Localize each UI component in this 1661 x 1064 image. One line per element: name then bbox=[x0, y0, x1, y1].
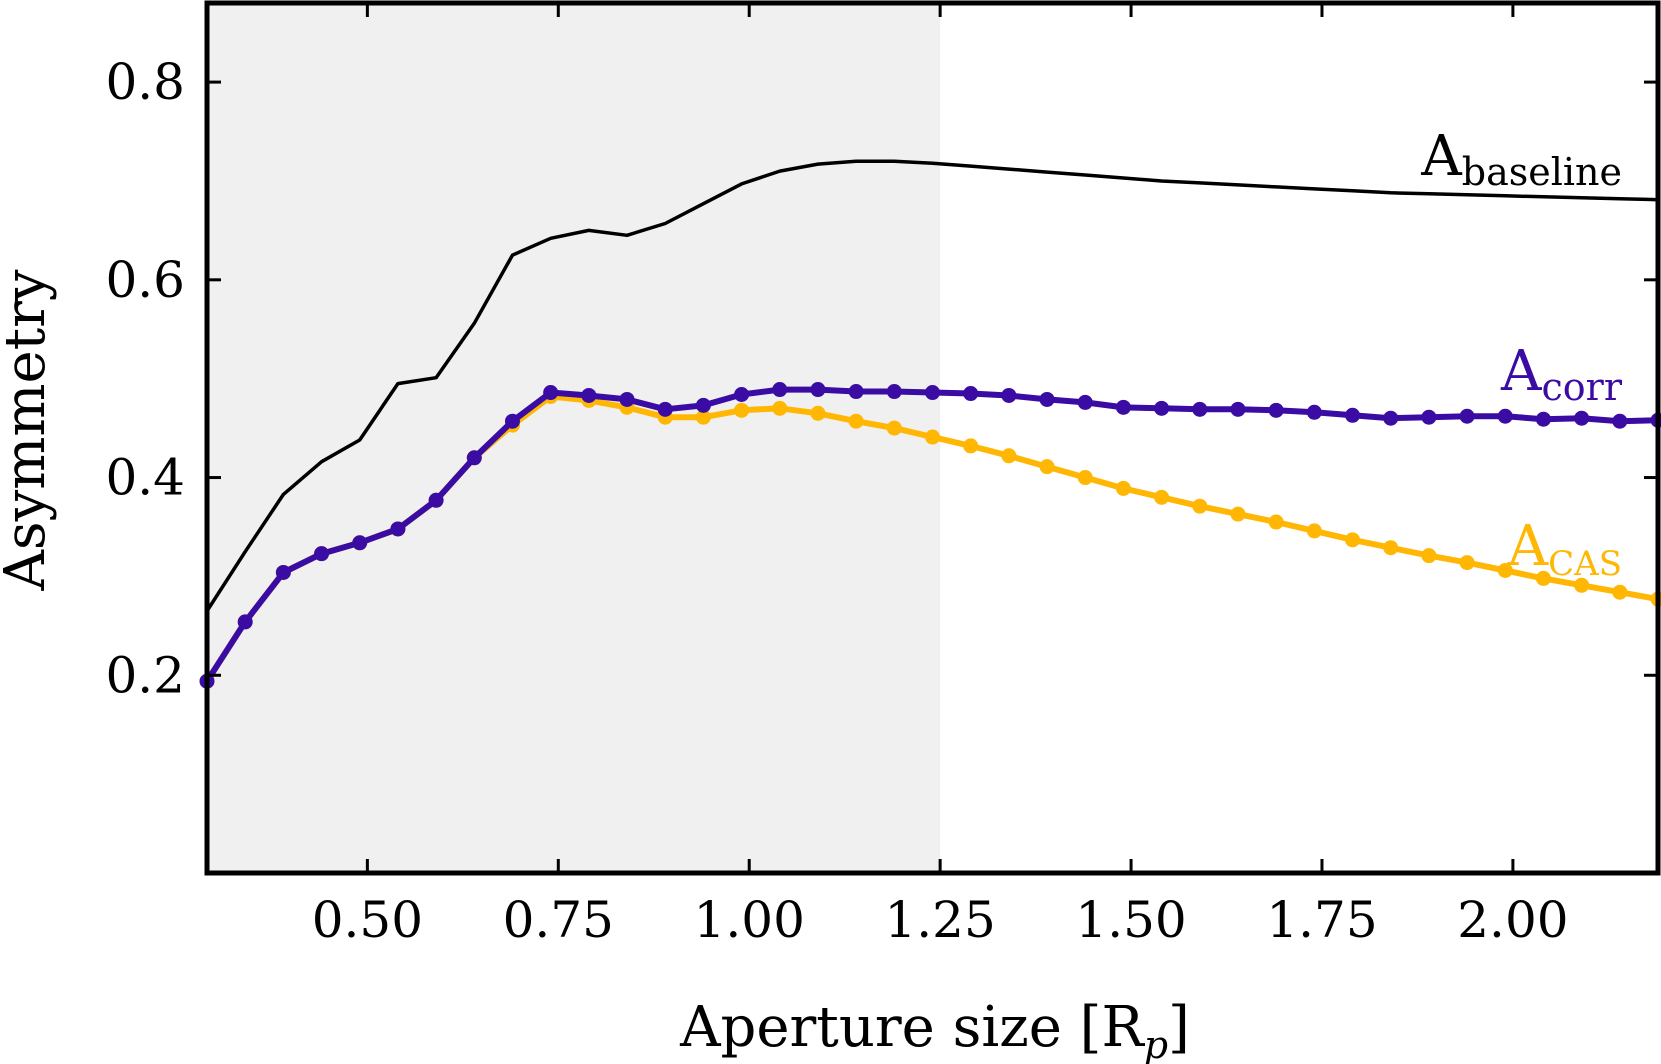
data-point-corr-5 bbox=[390, 521, 406, 537]
data-point-cas-23 bbox=[1077, 470, 1093, 486]
series-label-cas: ACAS bbox=[1507, 514, 1622, 584]
tick-layer: 0.50 0.75 1.00 1.25 1.50 1.75 2.00 0.2 0.4 0.6 0.8 bbox=[105, 3, 1658, 949]
data-point-corr-20 bbox=[963, 386, 979, 402]
data-point-corr-21 bbox=[1001, 387, 1017, 403]
series-label-baseline-sub: baseline bbox=[1462, 150, 1622, 194]
data-point-cas-15 bbox=[772, 400, 788, 416]
x-tick-label: 1.75 bbox=[1266, 891, 1377, 949]
x-axis-title-close: ] bbox=[1168, 995, 1190, 1060]
data-point-corr-36 bbox=[1574, 410, 1590, 426]
series-label-corr: Acorr bbox=[1500, 339, 1623, 409]
data-point-cas-13 bbox=[695, 409, 711, 425]
x-tick-label: 1.50 bbox=[1075, 891, 1186, 949]
data-point-cas-30 bbox=[1345, 532, 1361, 548]
data-point-cas-28 bbox=[1268, 514, 1284, 530]
data-point-corr-7 bbox=[466, 450, 482, 466]
data-point-corr-2 bbox=[275, 564, 291, 580]
data-point-corr-26 bbox=[1192, 401, 1208, 417]
y-axis-title: Asymmetry bbox=[0, 269, 58, 591]
series-label-baseline-main: A bbox=[1420, 124, 1462, 189]
data-point-corr-25 bbox=[1154, 400, 1170, 416]
x-tick-label: 0.50 bbox=[312, 891, 423, 949]
data-point-cas-20 bbox=[963, 438, 979, 454]
data-point-corr-37 bbox=[1612, 413, 1628, 429]
data-point-cas-27 bbox=[1230, 506, 1246, 522]
data-point-cas-17 bbox=[848, 413, 864, 429]
y-tick-label: 0.8 bbox=[105, 53, 185, 111]
x-tick-label: 1.25 bbox=[884, 891, 995, 949]
data-point-corr-31 bbox=[1383, 410, 1399, 426]
data-point-corr-33 bbox=[1459, 408, 1475, 424]
data-point-corr-1 bbox=[237, 614, 253, 630]
data-point-cas-35 bbox=[1535, 570, 1551, 586]
y-tick-label: 0.4 bbox=[105, 449, 185, 507]
data-point-corr-17 bbox=[848, 384, 864, 400]
data-point-corr-27 bbox=[1230, 401, 1246, 417]
data-point-corr-29 bbox=[1306, 404, 1322, 420]
data-point-cas-36 bbox=[1574, 577, 1590, 593]
y-tick-label: 0.6 bbox=[105, 251, 185, 309]
series-layer bbox=[199, 159, 1661, 689]
data-point-cas-32 bbox=[1421, 548, 1437, 564]
series-line-baseline bbox=[205, 159, 1660, 613]
data-point-cas-21 bbox=[1001, 448, 1017, 464]
data-point-corr-6 bbox=[428, 492, 444, 508]
x-axis-title-sub: p bbox=[1144, 1023, 1168, 1064]
data-point-corr-30 bbox=[1345, 407, 1361, 423]
series-label-corr-sub: corr bbox=[1542, 365, 1623, 409]
data-point-cas-37 bbox=[1612, 584, 1628, 600]
data-point-corr-13 bbox=[695, 397, 711, 413]
data-point-cas-19 bbox=[925, 429, 940, 445]
data-point-corr-22 bbox=[1039, 391, 1055, 407]
data-point-corr-35 bbox=[1535, 411, 1551, 427]
data-point-cas-16 bbox=[810, 405, 826, 421]
series-label-baseline: Abaseline bbox=[1420, 124, 1622, 194]
data-point-corr-15 bbox=[772, 382, 788, 398]
data-point-cas-33 bbox=[1459, 555, 1475, 571]
series-label-corr-main: A bbox=[1500, 339, 1542, 404]
data-point-corr-16 bbox=[810, 382, 826, 398]
data-point-corr-4 bbox=[352, 535, 368, 551]
x-axis-title-main: Aperture size [R bbox=[679, 995, 1145, 1060]
data-point-corr-9 bbox=[543, 385, 559, 401]
x-tick-label: 1.00 bbox=[694, 891, 805, 949]
data-point-cas-18 bbox=[886, 420, 902, 436]
data-point-corr-18 bbox=[886, 384, 902, 400]
x-axis-title: Aperture size [Rp] bbox=[679, 995, 1190, 1064]
data-point-corr-19 bbox=[925, 385, 940, 401]
data-point-cas-24 bbox=[1115, 480, 1131, 496]
data-point-corr-10 bbox=[581, 387, 597, 403]
data-point-corr-14 bbox=[734, 387, 750, 402]
data-point-corr-3 bbox=[314, 546, 330, 562]
data-point-cas-25 bbox=[1154, 489, 1170, 505]
data-point-cas-22 bbox=[1039, 459, 1055, 475]
data-point-cas-26 bbox=[1192, 498, 1208, 514]
data-point-corr-12 bbox=[657, 401, 673, 417]
data-point-corr-11 bbox=[619, 391, 635, 407]
data-point-cas-29 bbox=[1306, 523, 1322, 539]
data-point-corr-28 bbox=[1268, 402, 1284, 418]
data-point-cas-14 bbox=[734, 402, 750, 418]
x-tick-label: 2.00 bbox=[1457, 891, 1568, 949]
data-point-corr-23 bbox=[1077, 394, 1093, 410]
series-label-cas-main: A bbox=[1507, 514, 1549, 579]
shaded-region bbox=[207, 3, 941, 873]
data-point-corr-32 bbox=[1421, 409, 1437, 425]
x-tick-label: 0.75 bbox=[503, 891, 614, 949]
data-point-cas-34 bbox=[1497, 562, 1513, 578]
data-point-corr-8 bbox=[504, 413, 520, 429]
data-point-corr-24 bbox=[1115, 399, 1131, 415]
plot-frame bbox=[204, 0, 1661, 876]
series-label-cas-sub: CAS bbox=[1548, 544, 1622, 584]
data-point-corr-34 bbox=[1497, 408, 1513, 424]
y-tick-label: 0.2 bbox=[105, 646, 185, 704]
data-point-cas-31 bbox=[1383, 540, 1399, 556]
